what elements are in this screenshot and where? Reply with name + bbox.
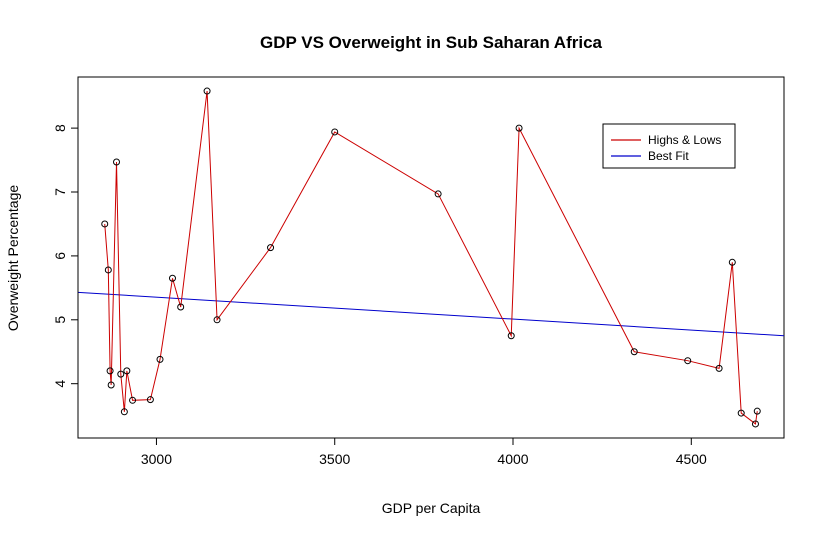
data-point bbox=[156, 355, 164, 363]
data-point bbox=[146, 396, 154, 404]
data-point bbox=[168, 274, 176, 282]
y-tick-label: 4 bbox=[52, 380, 68, 388]
legend-label-highs-lows: Highs & Lows bbox=[648, 133, 721, 147]
x-tick-label: 4000 bbox=[497, 451, 528, 467]
best-fit-layer bbox=[77, 291, 785, 337]
y-axis: 4 5 6 7 8 bbox=[52, 124, 79, 388]
data-point bbox=[106, 367, 114, 375]
data-point bbox=[715, 364, 723, 372]
data-point bbox=[101, 220, 109, 228]
y-axis-label: Overweight Percentage bbox=[5, 185, 21, 332]
data-point bbox=[129, 396, 137, 404]
data-point bbox=[434, 190, 442, 198]
y-tick-label: 8 bbox=[52, 124, 68, 132]
best-fit-line bbox=[77, 291, 785, 337]
legend: Highs & Lows Best Fit bbox=[602, 123, 736, 169]
data-point bbox=[728, 258, 736, 266]
data-point bbox=[104, 266, 112, 274]
data-point bbox=[684, 357, 692, 365]
data-point bbox=[107, 381, 115, 389]
x-axis-label: GDP per Capita bbox=[382, 500, 481, 516]
data-point bbox=[213, 316, 221, 324]
legend-label-best-fit: Best Fit bbox=[648, 149, 689, 163]
data-point bbox=[515, 124, 523, 132]
y-tick-label: 6 bbox=[52, 252, 68, 260]
data-point bbox=[123, 367, 131, 375]
y-tick-label: 5 bbox=[52, 316, 68, 324]
y-tick-label: 7 bbox=[52, 188, 68, 196]
data-point bbox=[120, 408, 128, 416]
data-point bbox=[507, 332, 515, 340]
data-point bbox=[177, 303, 185, 311]
data-point bbox=[753, 407, 761, 415]
data-point bbox=[737, 409, 745, 417]
legend-box bbox=[602, 123, 736, 169]
data-point bbox=[113, 158, 121, 166]
data-point bbox=[331, 128, 339, 136]
x-tick-label: 4500 bbox=[676, 451, 707, 467]
x-axis: 3000 3500 4000 4500 bbox=[141, 437, 707, 467]
data-point bbox=[203, 87, 211, 95]
data-point bbox=[267, 244, 275, 252]
chart-title: GDP VS Overweight in Sub Saharan Africa bbox=[260, 33, 603, 52]
data-point bbox=[117, 370, 125, 378]
x-tick-label: 3500 bbox=[319, 451, 350, 467]
x-tick-label: 3000 bbox=[141, 451, 172, 467]
data-point bbox=[630, 348, 638, 356]
highs-lows-line bbox=[104, 90, 758, 425]
data-point bbox=[751, 420, 759, 428]
highs-lows-layer bbox=[101, 87, 761, 428]
